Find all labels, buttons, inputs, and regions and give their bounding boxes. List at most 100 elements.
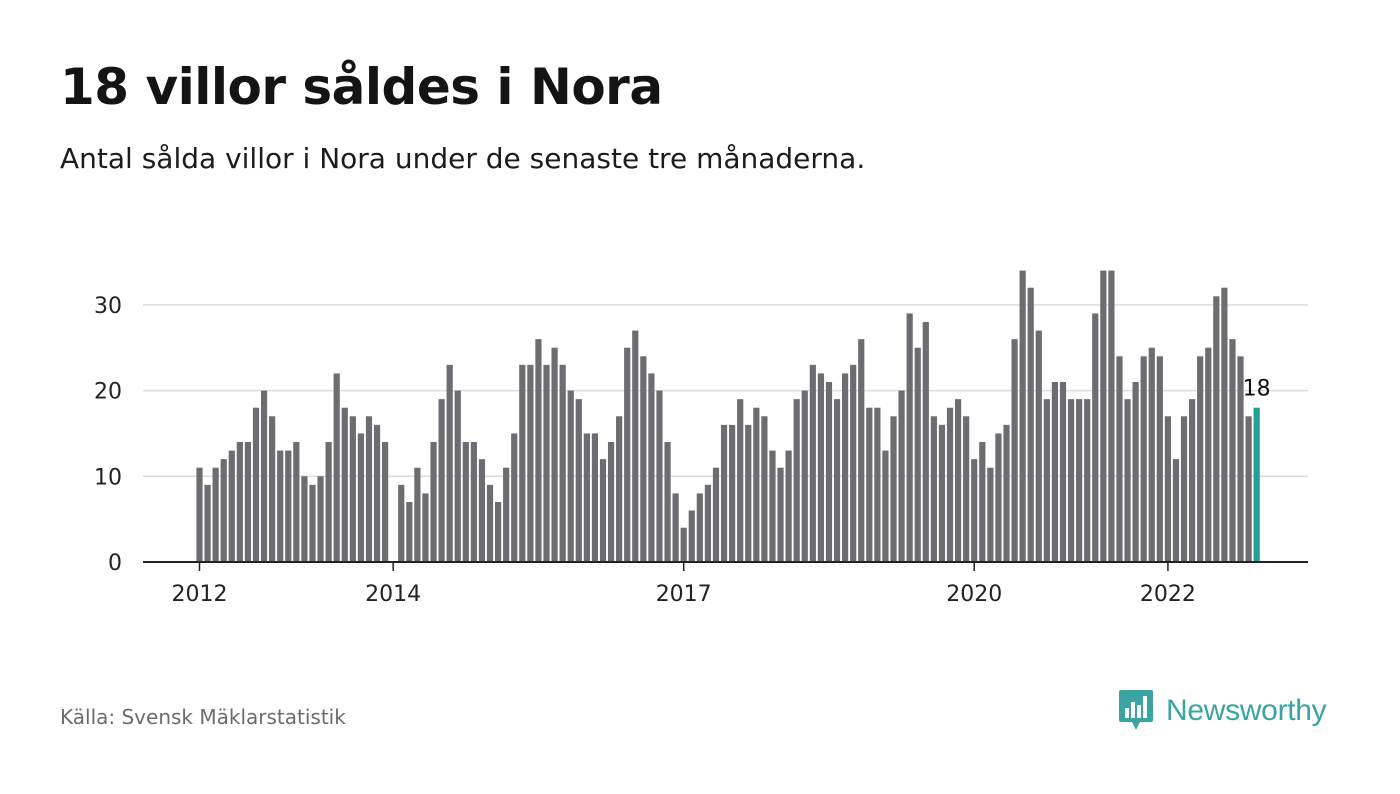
- bar: [906, 313, 913, 562]
- bar: [825, 382, 833, 562]
- bar: [640, 356, 647, 562]
- x-tick-label: 2017: [656, 582, 712, 607]
- bar: [866, 407, 873, 562]
- bar: [269, 416, 276, 562]
- highlight-value-label: 18: [1243, 377, 1271, 402]
- bar: [511, 433, 518, 562]
- y-tick-label: 10: [94, 465, 122, 490]
- bar: [1003, 424, 1010, 562]
- bar: [559, 364, 566, 562]
- brand-name: Newsworthy: [1166, 694, 1327, 727]
- bar: [1189, 399, 1196, 562]
- bar: [785, 450, 792, 562]
- bar: [599, 459, 607, 562]
- bar: [995, 433, 1002, 562]
- bar: [414, 467, 421, 562]
- bar: [696, 493, 703, 562]
- bar: [333, 373, 340, 562]
- bar: [373, 424, 381, 562]
- bar: [809, 364, 816, 562]
- bar: [252, 407, 260, 562]
- bar: [753, 407, 760, 562]
- bar: [196, 467, 203, 562]
- bar: [1051, 382, 1059, 562]
- bar: [543, 364, 550, 562]
- bar: [567, 390, 574, 562]
- bar: [1205, 347, 1212, 562]
- bar: [1132, 382, 1139, 562]
- source-note: Källa: Svensk Mäklarstatistik: [60, 705, 346, 729]
- bar: [285, 450, 292, 562]
- bar: [1140, 356, 1147, 562]
- bar: [1213, 296, 1220, 562]
- bar: [938, 424, 946, 562]
- bar: [1011, 339, 1018, 562]
- bar: [672, 493, 679, 562]
- bar: [430, 442, 437, 562]
- y-axis-ticks: 0 10 20 30: [94, 294, 122, 576]
- highlight-bar: [1253, 407, 1260, 562]
- bar: [882, 450, 889, 562]
- bar: [503, 467, 510, 562]
- bar: [1059, 382, 1067, 562]
- bar: [1043, 399, 1050, 562]
- bar: [1019, 270, 1026, 562]
- bar: [1221, 287, 1228, 562]
- bar: [874, 407, 881, 562]
- bar: [478, 459, 486, 562]
- x-axis: 2012 2014 2017 2020 2022: [143, 561, 1308, 607]
- bar: [1092, 313, 1099, 562]
- bar: [607, 442, 615, 562]
- bar: [244, 442, 252, 562]
- bar: [858, 339, 865, 562]
- bar: [212, 467, 219, 562]
- bar: [398, 484, 405, 562]
- bar: [1180, 416, 1188, 562]
- bar: [704, 484, 712, 562]
- bar: [761, 416, 768, 562]
- bar: [277, 450, 284, 562]
- bar: [382, 442, 389, 562]
- bar: [648, 373, 655, 562]
- x-tick-label: 2022: [1140, 582, 1196, 607]
- bars: [196, 270, 1260, 562]
- bar: [349, 416, 356, 562]
- bar: [914, 347, 921, 562]
- bar: [1035, 330, 1042, 562]
- newsworthy-icon: [1119, 690, 1153, 730]
- bar: [446, 364, 453, 562]
- bar: [454, 390, 461, 562]
- bar: [769, 450, 776, 562]
- bar: [406, 502, 413, 562]
- bar: [720, 424, 728, 562]
- bar: [793, 399, 800, 562]
- bar: [1116, 356, 1123, 562]
- bar-chart: 0 10 20 30 2012 2014 2017 2020 2022 18: [94, 270, 1308, 607]
- bar: [551, 347, 558, 562]
- bar: [462, 442, 469, 562]
- bar: [656, 390, 663, 562]
- bar: [729, 424, 736, 562]
- bar: [317, 476, 324, 562]
- bar: [624, 347, 631, 562]
- bar: [922, 322, 929, 562]
- bar: [293, 442, 300, 562]
- bar: [236, 442, 243, 562]
- bar: [535, 339, 542, 562]
- bar: [1197, 356, 1204, 562]
- bar: [616, 416, 623, 562]
- bar: [833, 399, 841, 562]
- bar: [842, 373, 849, 562]
- bar: [664, 442, 671, 562]
- y-tick-label: 30: [94, 294, 122, 319]
- bar: [220, 459, 227, 562]
- bar: [1027, 287, 1034, 562]
- bar: [301, 476, 308, 562]
- bar: [930, 416, 937, 562]
- bar: [1108, 270, 1115, 562]
- brand-logo[interactable]: Newsworthy: [1118, 688, 1327, 734]
- bar: [777, 467, 784, 562]
- bar: [1156, 356, 1163, 562]
- bar: [1148, 347, 1155, 562]
- bar: [583, 433, 590, 562]
